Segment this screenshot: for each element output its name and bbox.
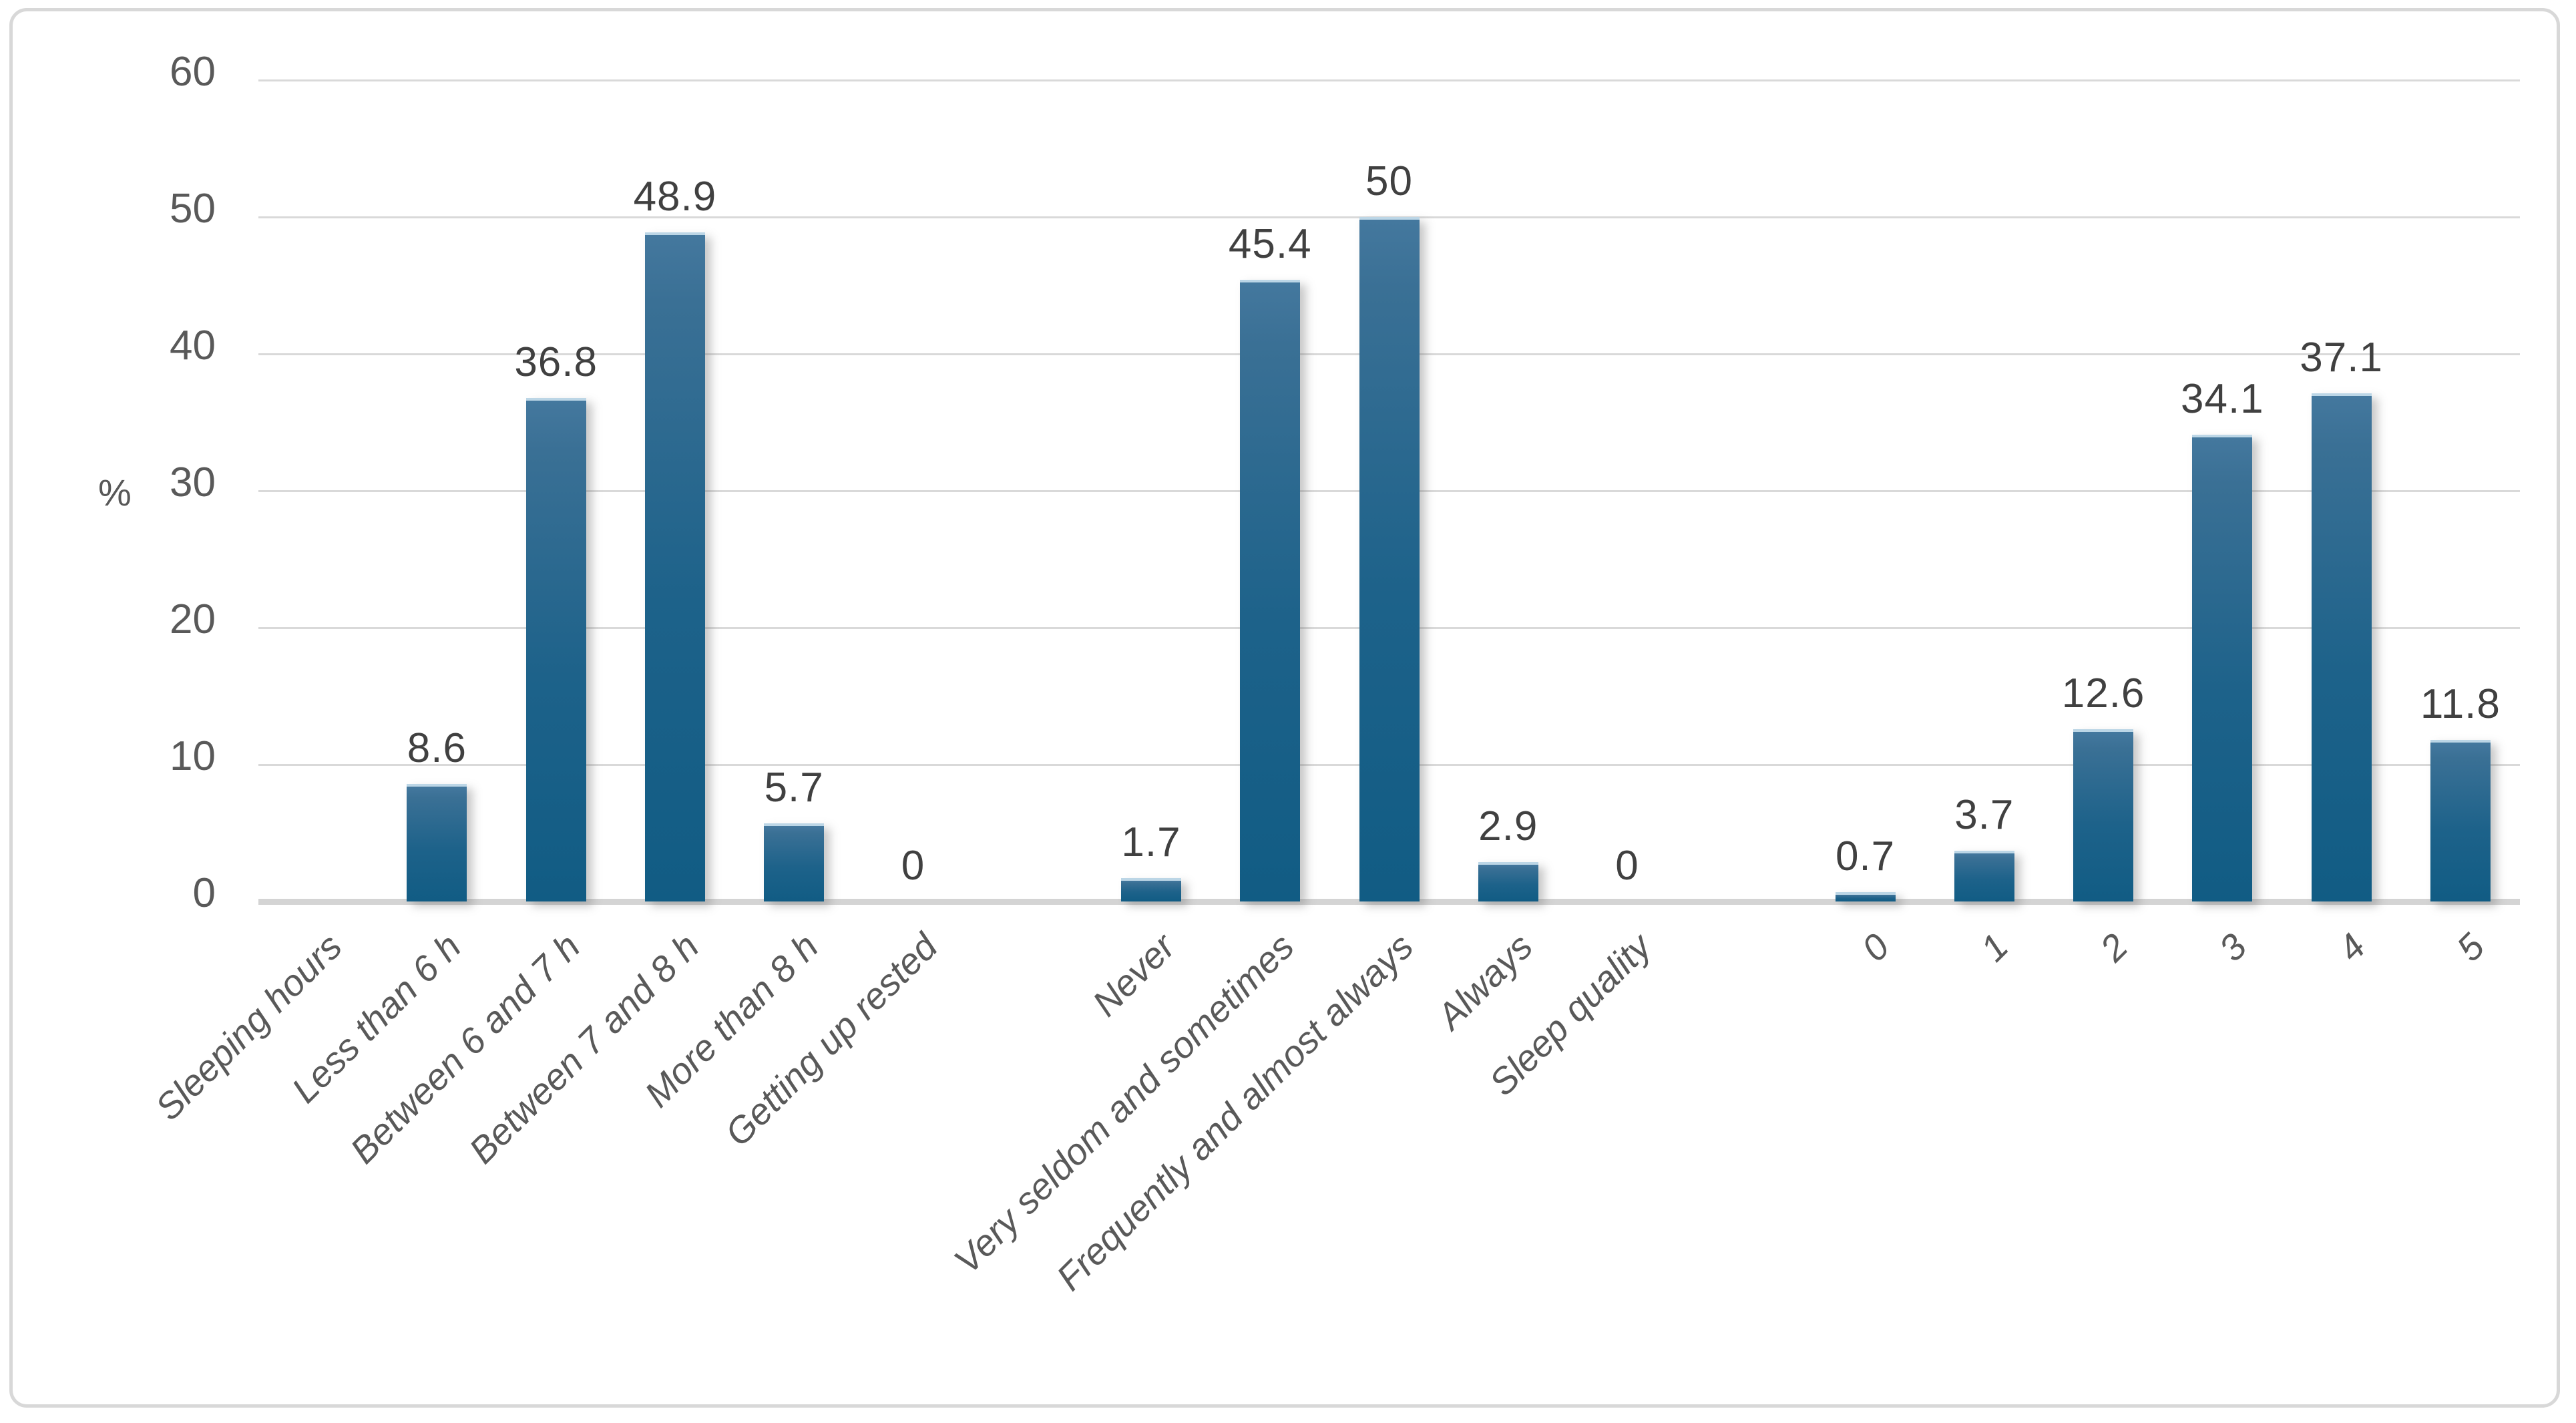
data-label-Very seldom and sometimes: 45.4	[1228, 221, 1312, 268]
bar-Frequently and almost always	[1359, 217, 1420, 901]
data-label-Less than 6 h: 8.6	[407, 725, 467, 771]
y-tick-label-0: 0	[192, 870, 216, 916]
x-category-label-2: 2	[2091, 926, 2135, 970]
data-label-2: 12.6	[2061, 670, 2145, 717]
y-tick-label-60: 60	[170, 49, 216, 95]
y-tick-label-30: 30	[170, 459, 216, 505]
data-label-Between 6 and 7 h: 36.8	[514, 339, 598, 385]
bar-More than 8 h	[764, 823, 825, 901]
y-tick-label-40: 40	[170, 323, 216, 369]
x-category-label-Getting up rested: Getting up rested	[716, 926, 945, 1155]
data-label-3: 34.1	[2180, 375, 2264, 422]
data-label-0: 0.7	[1835, 833, 1896, 879]
gridline-60	[258, 79, 2520, 81]
plot-area: 8.6 36.8 48.9 5.7 0 1.7 45.4 50 2.9 0 0.7 3.7 12.6 34…	[258, 79, 2520, 905]
bar-5	[2430, 740, 2491, 901]
bar-Between 6 and 7 h	[525, 397, 586, 901]
data-label-1: 3.7	[1954, 792, 2014, 839]
chart-frame: % 0 10 20 30 40 50 60 8.6 36.8 48.9 5.7 0 1.7 45.4 50…	[9, 8, 2560, 1408]
y-tick-label-20: 20	[170, 596, 216, 642]
data-label-Never: 1.7	[1121, 819, 1181, 866]
x-category-label-Between 6 and 7 h: Between 6 and 7 h	[342, 926, 588, 1172]
y-axis-title: %	[98, 471, 132, 514]
x-category-label-Between 7 and 8 h: Between 7 and 8 h	[461, 926, 707, 1172]
x-category-label-Always: Always	[1428, 926, 1540, 1038]
data-label-Always: 2.9	[1478, 803, 1538, 849]
data-label-5: 11.8	[2420, 681, 2501, 728]
data-label-Getting up rested: 0	[901, 843, 925, 889]
data-label-4: 37.1	[2300, 335, 2383, 381]
data-label-More than 8 h: 5.7	[764, 765, 824, 811]
y-tick-label-50: 50	[170, 186, 216, 232]
bar-Between 7 and 8 h	[644, 232, 705, 901]
bar-3	[2192, 434, 2253, 901]
bar-Always	[1478, 861, 1538, 901]
bar-4	[2311, 393, 2372, 901]
bar-1	[1954, 851, 2014, 901]
data-label-Between 7 and 8 h: 48.9	[633, 173, 717, 220]
x-category-label-Never: Never	[1084, 926, 1183, 1024]
bar-Very seldom and sometimes	[1240, 280, 1301, 901]
bar-Less than 6 h	[407, 783, 467, 901]
x-axis-baseline	[258, 899, 2520, 905]
bar-Never	[1120, 878, 1181, 901]
y-tick-label-10: 10	[170, 733, 216, 779]
x-category-label-1: 1	[1972, 926, 2016, 970]
bar-2	[2073, 729, 2134, 901]
data-label-Frequently and almost always: 50	[1365, 158, 1413, 204]
x-category-label-3: 3	[2210, 926, 2255, 970]
bar-0	[1835, 891, 1896, 901]
x-category-label-5: 5	[2448, 926, 2493, 970]
x-category-label-4: 4	[2329, 926, 2374, 970]
x-category-label-0: 0	[1853, 926, 1898, 970]
data-label-Sleep quality: 0	[1615, 843, 1639, 889]
